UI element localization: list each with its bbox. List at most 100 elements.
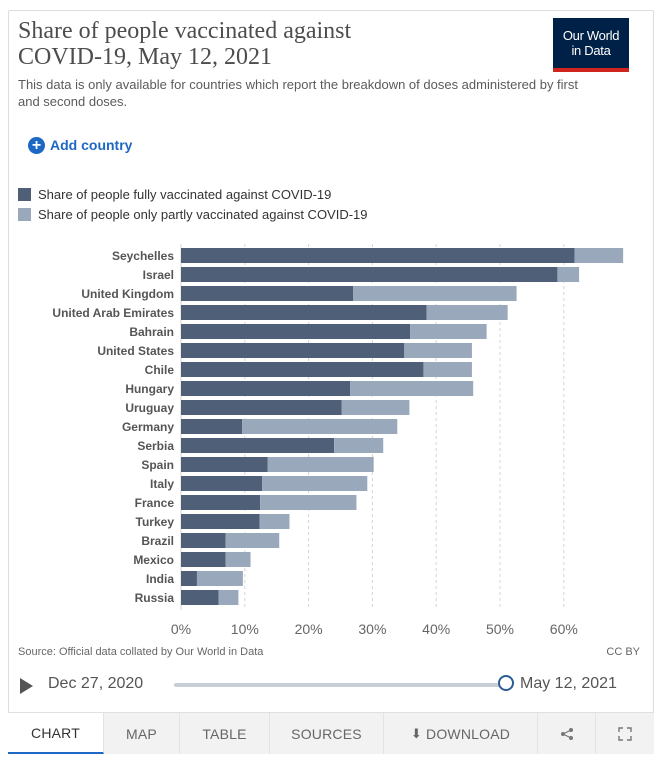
bar-partly-vaccinated	[426, 305, 508, 320]
category-label: France	[135, 496, 175, 510]
bar-fully-vaccinated	[181, 267, 558, 282]
add-country-button[interactable]: + Add country	[28, 135, 132, 155]
timeline-track[interactable]	[174, 683, 504, 687]
category-label: Germany	[122, 420, 174, 434]
bar-fully-vaccinated	[181, 305, 427, 320]
legend-item-partial[interactable]: Share of people only partly vaccinated a…	[18, 204, 368, 224]
tab-chart[interactable]: CHART	[8, 713, 104, 754]
category-label: Chile	[145, 363, 175, 377]
timeline-handle[interactable]	[498, 675, 514, 691]
bar-fully-vaccinated	[181, 457, 268, 472]
bar-partly-vaccinated	[225, 533, 280, 548]
bar-partly-vaccinated	[260, 495, 357, 510]
bar-fully-vaccinated	[181, 286, 354, 301]
bar-fully-vaccinated	[181, 362, 424, 377]
bar-partly-vaccinated	[267, 457, 374, 472]
category-label: Spain	[141, 458, 174, 472]
bar-fully-vaccinated	[181, 343, 405, 358]
legend-swatch-full	[18, 187, 31, 201]
owid-logo[interactable]: Our World in Data	[553, 18, 629, 72]
bar-partly-vaccinated	[242, 419, 398, 434]
category-label: Italy	[150, 477, 174, 491]
bar-partly-vaccinated	[218, 590, 239, 605]
category-label: Israel	[143, 268, 174, 282]
bar-fully-vaccinated	[181, 438, 335, 453]
category-label: Uruguay	[125, 401, 174, 415]
bar-fully-vaccinated	[181, 495, 261, 510]
share-icon	[560, 727, 573, 740]
bar-fully-vaccinated	[181, 514, 260, 529]
bar-fully-vaccinated	[181, 533, 226, 548]
category-label: Hungary	[125, 382, 174, 396]
fullscreen-button[interactable]	[596, 713, 654, 754]
timeline-end-date[interactable]: May 12, 2021	[520, 675, 617, 692]
play-icon[interactable]	[20, 678, 33, 694]
bar-partly-vaccinated	[404, 343, 472, 358]
bar-partly-vaccinated	[225, 552, 251, 567]
logo-line-1: Our World	[562, 28, 620, 43]
x-tick-label: 10%	[231, 621, 259, 637]
category-label: Mexico	[133, 553, 174, 567]
tab-table[interactable]: TABLE	[180, 713, 270, 754]
bar-partly-vaccinated	[410, 324, 487, 339]
tab-sources[interactable]: SOURCES	[270, 713, 384, 754]
tab-map[interactable]: MAP	[104, 713, 180, 754]
bar-partly-vaccinated	[196, 571, 243, 586]
legend-label-full: Share of people fully vaccinated against…	[38, 186, 332, 202]
bar-fully-vaccinated	[181, 419, 243, 434]
x-tick-label: 30%	[358, 621, 386, 637]
timeline-start-date[interactable]: Dec 27, 2020	[48, 675, 144, 692]
share-button[interactable]	[538, 713, 596, 754]
bar-fully-vaccinated	[181, 590, 219, 605]
x-tick-label: 50%	[486, 621, 514, 637]
x-tick-label: 0%	[171, 621, 191, 637]
fullscreen-icon	[618, 726, 632, 741]
bar-partly-vaccinated	[557, 267, 580, 282]
category-label: India	[146, 572, 174, 586]
category-label: Turkey	[136, 515, 175, 529]
x-tick-label: 40%	[422, 621, 450, 637]
legend-item-full[interactable]: Share of people fully vaccinated against…	[18, 184, 368, 204]
bar-partly-vaccinated	[353, 286, 517, 301]
source-note[interactable]: Source: Official data collated by Our Wo…	[18, 646, 264, 658]
bar-partly-vaccinated	[259, 514, 290, 529]
category-label: United Kingdom	[81, 287, 174, 301]
category-label: Seychelles	[112, 249, 174, 263]
bar-partly-vaccinated	[350, 381, 474, 396]
tab-bar: CHART MAP TABLE SOURCES ⬇ DOWNLOAD	[8, 712, 654, 754]
bar-fully-vaccinated	[181, 400, 342, 415]
bar-fully-vaccinated	[181, 552, 226, 567]
logo-line-2: in Data	[571, 43, 611, 58]
legend-label-partial: Share of people only partly vaccinated a…	[38, 206, 368, 222]
x-tick-label: 20%	[295, 621, 323, 637]
bar-fully-vaccinated	[181, 381, 351, 396]
bar-partly-vaccinated	[334, 438, 384, 453]
category-label: Serbia	[137, 439, 174, 453]
category-label: United States	[97, 344, 174, 358]
timeline: Dec 27, 2020 May 12, 2021	[18, 672, 638, 698]
bar-partly-vaccinated	[574, 248, 624, 263]
x-tick-label: 60%	[550, 621, 578, 637]
download-icon: ⬇	[410, 725, 423, 741]
chart-subtitle: This data is only available for countrie…	[18, 77, 579, 109]
bar-fully-vaccinated	[181, 248, 575, 263]
tab-download[interactable]: ⬇ DOWNLOAD	[384, 713, 538, 754]
add-country-label: Add country	[50, 137, 133, 153]
bar-fully-vaccinated	[181, 324, 411, 339]
bar-fully-vaccinated	[181, 571, 197, 586]
plus-circle-icon: +	[28, 136, 45, 154]
bar-partly-vaccinated	[341, 400, 410, 415]
category-label: Russia	[135, 591, 175, 605]
legend: Share of people fully vaccinated against…	[18, 184, 368, 224]
license-label[interactable]: CC BY	[606, 646, 640, 658]
bar-partly-vaccinated	[262, 476, 368, 491]
category-label: Brazil	[141, 534, 174, 548]
category-label: Bahrain	[129, 325, 174, 339]
legend-swatch-partial	[18, 207, 31, 221]
bar-fully-vaccinated	[181, 476, 263, 491]
category-label: United Arab Emirates	[52, 306, 174, 320]
chart-title: Share of people vaccinated against COVID…	[18, 18, 352, 70]
bar-partly-vaccinated	[423, 362, 472, 377]
tab-download-label: DOWNLOAD	[426, 725, 511, 742]
